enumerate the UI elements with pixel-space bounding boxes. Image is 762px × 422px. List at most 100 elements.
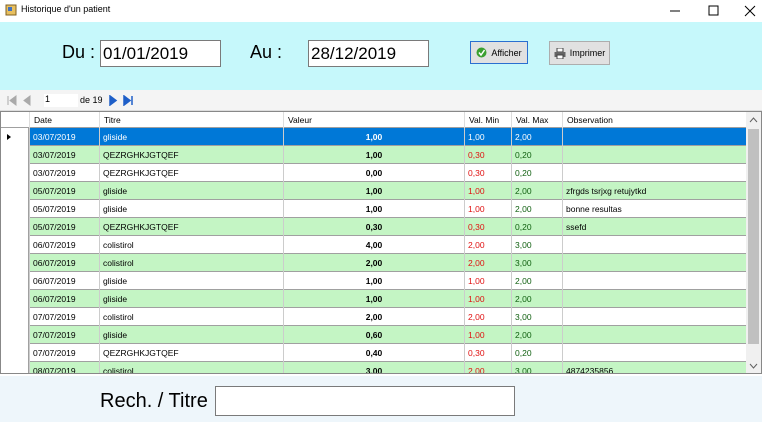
value-cell: 0,60 — [283, 326, 464, 344]
row-header — [1, 182, 29, 200]
min-cell: 1,00 — [464, 272, 511, 290]
min-cell: 1,00 — [464, 200, 511, 218]
search-label: Rech. / Titre — [100, 390, 208, 412]
date-cell: 07/07/2019 — [29, 326, 99, 344]
check-icon — [476, 47, 487, 58]
row-header — [1, 326, 29, 344]
date-cell: 07/07/2019 — [29, 344, 99, 362]
date-cell: 03/07/2019 — [29, 146, 99, 164]
row-header — [1, 200, 29, 218]
date-cell: 06/07/2019 — [29, 272, 99, 290]
row-header — [1, 164, 29, 182]
window-controls[interactable] — [660, 0, 762, 22]
to-label: Au : — [250, 42, 283, 62]
date-cell: 06/07/2019 — [29, 290, 99, 308]
title-cell: colistirol — [99, 308, 283, 326]
title-cell: colistirol — [99, 362, 283, 373]
window-title: Historique d'un patient — [21, 4, 111, 14]
observation-cell — [562, 236, 746, 254]
observation-cell — [562, 254, 746, 272]
grid-row[interactable]: 07/07/2019 colistirol 2,00 2,00 3,00 — [1, 308, 746, 326]
date-cell: 06/07/2019 — [29, 254, 99, 272]
grid-row[interactable]: 08/07/2019 colistirol 3,00 2,00 3,00 48742358… — [1, 362, 746, 373]
column-header: Val. Min — [464, 112, 511, 128]
observation-cell — [562, 344, 746, 362]
title-cell: gliside — [99, 290, 283, 308]
scrollbar[interactable] — [746, 112, 761, 373]
grid-row[interactable]: 03/07/2019 QEZRGHKJGTQEF 0,00 0,30 0,20 — [1, 164, 746, 182]
grid-row[interactable]: 06/07/2019 colistirol 4,00 2,00 3,00 — [1, 236, 746, 254]
from-date-input[interactable]: 01/01/2019 — [100, 40, 221, 67]
value-cell: 1,00 — [283, 128, 464, 146]
grid-row[interactable]: 06/07/2019 colistirol 2,00 2,00 3,00 — [1, 254, 746, 272]
observation-cell — [562, 128, 746, 146]
print-button[interactable]: Imprimer — [549, 41, 610, 65]
column-header: Titre — [99, 112, 283, 128]
to-date-input[interactable]: 28/12/2019 — [308, 40, 429, 67]
column-header: Valeur — [283, 112, 464, 128]
value-cell: 0,00 — [283, 164, 464, 182]
title-cell: gliside — [99, 128, 283, 146]
grid-row[interactable]: 07/07/2019 gliside 0,60 1,00 2,00 — [1, 326, 746, 344]
value-cell: 0,30 — [283, 218, 464, 236]
observation-cell: 4874235856 — [562, 362, 746, 373]
min-cell: 1,00 — [464, 182, 511, 200]
min-cell: 1,00 — [464, 290, 511, 308]
grid-row[interactable]: 06/07/2019 gliside 1,00 1,00 2,00 — [1, 290, 746, 308]
row-header — [1, 290, 29, 308]
nav-position[interactable]: 1 — [44, 94, 78, 107]
grid-row[interactable]: 07/07/2019 QEZRGHKJGTQEF 0,40 0,30 0,20 — [1, 344, 746, 362]
value-cell: 2,00 — [283, 254, 464, 272]
min-cell: 2,00 — [464, 254, 511, 272]
observation-cell — [562, 290, 746, 308]
grid-row[interactable]: 05/07/2019 QEZRGHKJGTQEF 0,30 0,30 0,20 ssefd — [1, 218, 746, 236]
max-cell: 2,00 — [511, 272, 562, 290]
navigator: 1 de 19 — [0, 90, 762, 111]
observation-cell: zfrgds tsrjxg retujytkd — [562, 182, 746, 200]
scrollbar-graphic — [748, 117, 759, 369]
date-cell: 05/07/2019 — [29, 182, 99, 200]
observation-cell — [562, 146, 746, 164]
min-cell: 0,30 — [464, 344, 511, 362]
title-cell: colistirol — [99, 236, 283, 254]
observation-cell: ssefd — [562, 218, 746, 236]
value-cell: 1,00 — [283, 290, 464, 308]
grid-row[interactable]: 06/07/2019 gliside 1,00 1,00 2,00 — [1, 272, 746, 290]
grid-row[interactable]: 05/07/2019 gliside 1,00 1,00 2,00 bonne resul… — [1, 200, 746, 218]
grid-row[interactable]: 03/07/2019 QEZRGHKJGTQEF 1,00 0,30 0,20 — [1, 146, 746, 164]
title-cell: gliside — [99, 272, 283, 290]
max-cell: 0,20 — [511, 218, 562, 236]
nav-count: de 19 — [80, 95, 103, 105]
nav-next-buttons[interactable] — [108, 95, 138, 106]
from-label: Du : — [62, 42, 96, 62]
max-cell: 2,00 — [511, 326, 562, 344]
min-cell: 0,30 — [464, 146, 511, 164]
value-cell: 0,40 — [283, 344, 464, 362]
show-button[interactable]: Afficher — [470, 41, 528, 64]
current-row-marker — [7, 134, 11, 140]
search-input[interactable] — [215, 386, 515, 416]
min-cell: 0,30 — [464, 218, 511, 236]
value-cell: 3,00 — [283, 362, 464, 373]
title-bar: Historique d'un patient — [0, 0, 762, 22]
value-cell: 4,00 — [283, 236, 464, 254]
date-cell: 05/07/2019 — [29, 200, 99, 218]
row-header — [1, 218, 29, 236]
print-button-label: Imprimer — [569, 48, 606, 58]
row-header — [1, 308, 29, 326]
title-cell: gliside — [99, 326, 283, 344]
grid-row[interactable]: 05/07/2019 gliside 1,00 1,00 2,00 zfrgds tsrj… — [1, 182, 746, 200]
title-cell: colistirol — [99, 254, 283, 272]
max-cell: 2,00 — [511, 290, 562, 308]
min-cell: 2,00 — [464, 236, 511, 254]
row-header — [1, 272, 29, 290]
nav-prev-buttons[interactable] — [6, 95, 42, 106]
row-header — [1, 254, 29, 272]
title-cell: gliside — [99, 200, 283, 218]
grid-row[interactable]: 03/07/2019 gliside 1,00 1,00 2,00 — [1, 128, 746, 146]
row-header — [1, 344, 29, 362]
title-cell: QEZRGHKJGTQEF — [99, 164, 283, 182]
title-cell: QEZRGHKJGTQEF — [99, 344, 283, 362]
row-header — [1, 128, 29, 146]
